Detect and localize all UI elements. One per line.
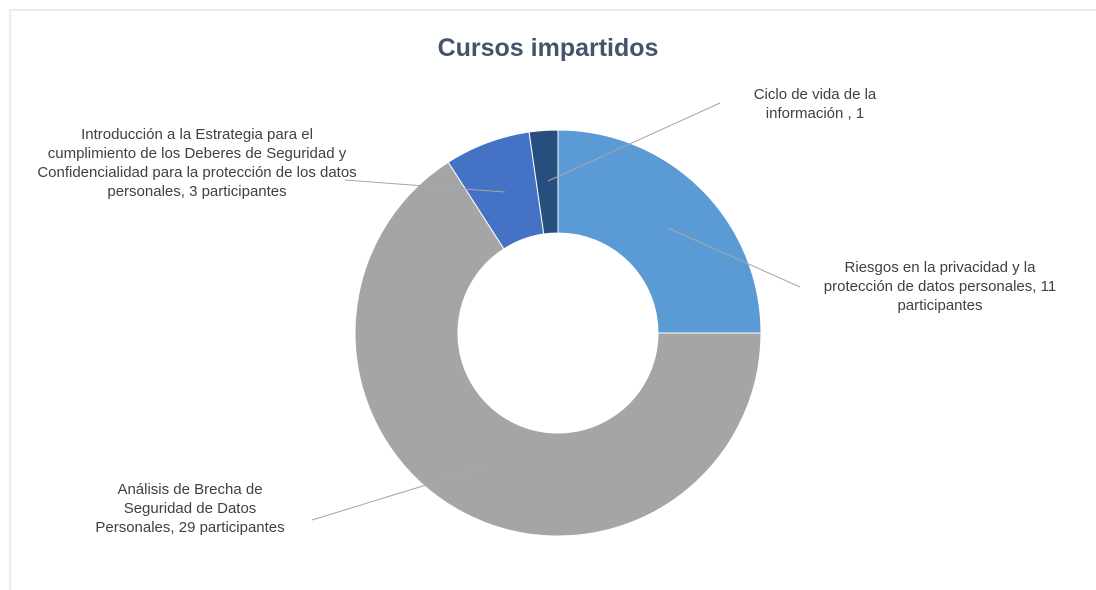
data-label: Ciclo de vida de la información , 1 [753, 86, 877, 122]
leader-line [344, 179, 506, 193]
leader-line [311, 465, 489, 521]
chart-border [9, 9, 1096, 590]
leader-line [667, 227, 801, 288]
data-label: Riesgos en la privacidad y la protección… [823, 259, 1057, 314]
data-label: Análisis de Brecha de Seguridad de Datos… [95, 481, 285, 536]
donut-slice [557, 129, 762, 334]
leader-line [547, 102, 721, 182]
donut-slice [528, 129, 559, 235]
donut-slice [354, 161, 762, 537]
chart-title: Cursos impartidos [437, 34, 659, 62]
data-label: Introducción a la Estrategia para el cum… [37, 126, 357, 200]
